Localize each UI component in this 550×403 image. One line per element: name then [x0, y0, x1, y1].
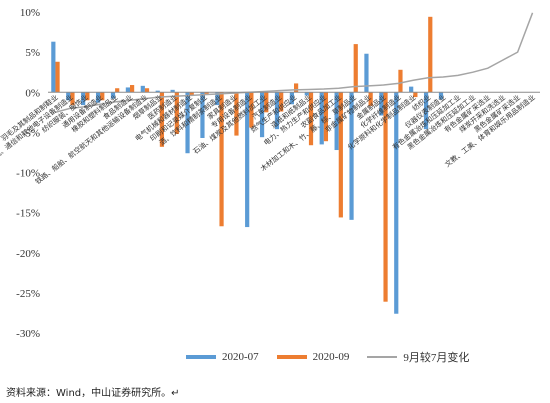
bar-2020-09: [144, 88, 150, 93]
bar-2020-09: [85, 92, 90, 101]
bar-2020-07: [394, 92, 399, 314]
bar-2020-07: [155, 90, 160, 93]
source-note: 资料来源：Wind，中山证券研究所。↵: [6, 388, 180, 399]
legend-label-2020-07: 2020-07: [222, 351, 259, 363]
bar-2020-07: [200, 92, 205, 138]
y-tick-label: -20%: [16, 248, 40, 260]
legend-swatch-change: [367, 356, 398, 358]
bar-2020-09: [189, 92, 194, 96]
y-tick-label: 5%: [25, 47, 40, 59]
legend-swatch-2020-07: [186, 355, 216, 359]
bar-2020-07: [304, 92, 309, 96]
bar-2020-09: [413, 92, 418, 98]
bar-2020-07: [438, 92, 444, 100]
bar-2020-09: [323, 92, 329, 142]
bar-2020-07: [185, 92, 190, 154]
y-axis: 10% 5% 0% -5% -10% -15% -20% -25% -30%: [16, 7, 40, 340]
bar-2020-07: [81, 92, 86, 106]
bar-2020-09: [294, 83, 299, 93]
bar-2020-09: [55, 61, 60, 93]
bar-2020-07: [274, 92, 280, 130]
y-tick-label: -15%: [16, 208, 40, 220]
bar-2020-07: [140, 85, 145, 93]
legend-item-2020-09: 2020-09: [276, 351, 350, 363]
bar-2020-07: [215, 92, 220, 106]
y-tick-label: 10%: [20, 7, 40, 19]
bar-2020-07: [110, 92, 116, 99]
bar-2020-09: [100, 92, 105, 101]
bar-2020-09: [368, 92, 373, 106]
y-tick-label: -30%: [16, 328, 40, 340]
legend-item-2020-07: 2020-07: [186, 351, 259, 363]
bar-2020-07: [95, 92, 101, 103]
bar-2020-09: [398, 69, 403, 93]
bar-2020-07: [423, 92, 429, 130]
legend-label-2020-09: 2020-09: [312, 351, 350, 363]
bar-2020-09: [308, 92, 314, 146]
bar-2020-07: [364, 53, 369, 93]
bar-2020-09: [428, 16, 433, 93]
bar-2020-07: [319, 92, 324, 145]
bar-2020-09: [130, 85, 135, 93]
y-tick-label: 0%: [25, 87, 40, 99]
bar-2020-09: [115, 88, 120, 93]
bar-2020-07: [125, 87, 130, 93]
bar-2020-09: [383, 92, 388, 302]
legend: 2020-07 2020-09 9月较7月变化: [186, 350, 469, 364]
category-labels: 皮革、毛皮、羽毛及其制品和制鞋业计算机、通信和其他电子设备制造业纺织服装、服饰业…: [0, 93, 537, 186]
y-tick-label: -5%: [22, 127, 40, 139]
bar-2020-07: [259, 92, 265, 138]
line-series-change: [55, 12, 534, 114]
bar-2020-09: [70, 92, 75, 106]
legend-swatch-2020-09: [276, 355, 307, 359]
bar-2020-07: [245, 92, 250, 228]
bar-2020-09: [174, 92, 179, 134]
bar-2020-09: [264, 92, 269, 113]
bar-2020-07: [170, 89, 175, 93]
y-tick-label: -10%: [16, 168, 40, 180]
bar-2020-07: [66, 92, 71, 101]
bar-2020-07: [349, 92, 354, 220]
bar-2020-09: [279, 92, 284, 112]
bar-2020-07: [334, 92, 339, 151]
bar-2020-09: [204, 92, 209, 94]
bar-2020-09: [159, 92, 165, 147]
chart-svg: 10% 5% 0% -5% -10% -15% -20% -25% -30% 皮革、毛皮、羽毛及…: [0, 7, 540, 340]
bar-2020-07: [289, 92, 294, 105]
bar-2020-07: [379, 92, 384, 116]
bar-2020-09: [219, 92, 224, 227]
legend-label-change: 9月较7月变化: [403, 352, 470, 364]
bar-2020-09: [338, 92, 343, 218]
bar-2020-09: [234, 92, 239, 136]
line-layer: [55, 12, 534, 114]
y-tick-label: -25%: [16, 288, 40, 300]
bar-2020-07: [409, 86, 414, 93]
bars-layer: [51, 16, 444, 314]
legend-item-change: 9月较7月变化: [367, 349, 469, 365]
bar-2020-07: [51, 41, 56, 93]
bar-2020-09: [249, 92, 254, 128]
bar-2020-09: [353, 44, 358, 93]
